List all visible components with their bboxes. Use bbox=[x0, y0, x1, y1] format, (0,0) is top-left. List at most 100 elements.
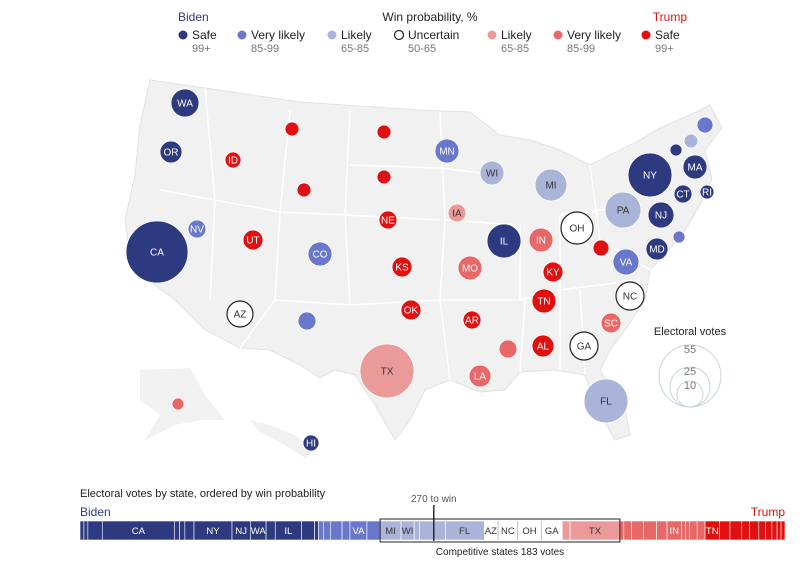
state-marker-ga[interactable]: GA bbox=[569, 331, 599, 361]
bar-segment-rect[interactable] bbox=[541, 521, 563, 540]
state-circle[interactable] bbox=[528, 227, 554, 253]
bar-segment-rect[interactable] bbox=[366, 520, 381, 541]
bar-segment-rect[interactable] bbox=[79, 520, 85, 541]
state-marker-wv[interactable] bbox=[592, 239, 610, 257]
state-marker-de[interactable] bbox=[672, 230, 686, 244]
bar-segment-rect[interactable] bbox=[741, 520, 750, 541]
bar-segment-rect[interactable] bbox=[776, 520, 782, 541]
state-marker-ky[interactable]: KY bbox=[542, 261, 564, 283]
state-marker-nj[interactable]: NJ bbox=[647, 201, 675, 229]
state-marker-ms[interactable] bbox=[498, 339, 518, 359]
bar-segment[interactable]: TN bbox=[704, 520, 720, 541]
state-circle[interactable] bbox=[498, 339, 518, 359]
state-circle[interactable] bbox=[302, 434, 320, 452]
bar-segment[interactable] bbox=[184, 520, 195, 541]
state-marker-nh[interactable] bbox=[683, 133, 699, 149]
state-circle[interactable] bbox=[479, 160, 505, 186]
bar-segment[interactable] bbox=[758, 520, 766, 541]
bar-segment-rect[interactable] bbox=[179, 520, 186, 541]
bar-segment[interactable] bbox=[696, 520, 706, 541]
bar-segment[interactable]: NJ bbox=[231, 520, 251, 541]
state-circle[interactable] bbox=[673, 184, 693, 204]
bar-segment[interactable]: AZ bbox=[483, 521, 499, 540]
bar-segment[interactable] bbox=[314, 520, 319, 541]
bar-segment-rect[interactable] bbox=[689, 520, 698, 541]
state-marker-ok[interactable]: OK bbox=[400, 299, 422, 321]
state-circle[interactable] bbox=[612, 248, 640, 276]
bar-segment[interactable]: WI bbox=[400, 520, 415, 541]
bar-segment[interactable] bbox=[561, 520, 571, 541]
state-circle[interactable] bbox=[534, 168, 568, 202]
state-marker-ar[interactable]: AR bbox=[462, 310, 482, 330]
state-marker-wy[interactable] bbox=[296, 182, 312, 198]
state-marker-ks[interactable]: KS bbox=[391, 256, 413, 278]
state-marker-la[interactable]: LA bbox=[468, 364, 492, 388]
state-circle[interactable] bbox=[376, 124, 392, 140]
state-circle[interactable] bbox=[125, 220, 189, 284]
state-marker-pa[interactable]: PA bbox=[604, 191, 642, 229]
bar-segment[interactable] bbox=[619, 520, 625, 541]
bar-segment[interactable] bbox=[179, 520, 186, 541]
state-circle[interactable] bbox=[486, 223, 522, 259]
bar-segment[interactable]: CA bbox=[101, 520, 175, 541]
bar-segment-rect[interactable] bbox=[696, 520, 706, 541]
state-marker-mo[interactable]: MO bbox=[457, 255, 483, 281]
state-circle[interactable] bbox=[376, 169, 392, 185]
state-circle[interactable] bbox=[391, 256, 413, 278]
bar-segment-rect[interactable] bbox=[719, 520, 731, 541]
state-circle[interactable] bbox=[359, 343, 415, 399]
state-marker-mi[interactable]: MI bbox=[534, 168, 568, 202]
bar-segment-rect[interactable] bbox=[83, 520, 89, 541]
bar-segment[interactable] bbox=[749, 520, 760, 541]
state-marker-mt[interactable] bbox=[284, 121, 300, 137]
bar-segment[interactable]: TX bbox=[569, 520, 621, 541]
state-circle[interactable] bbox=[226, 300, 254, 328]
state-marker-va[interactable]: VA bbox=[612, 248, 640, 276]
state-marker-al[interactable]: AL bbox=[531, 334, 555, 358]
state-circle[interactable] bbox=[224, 151, 242, 169]
bar-segment[interactable] bbox=[318, 520, 325, 541]
state-marker-ri[interactable]: RI bbox=[699, 184, 715, 200]
state-marker-vt[interactable] bbox=[669, 143, 683, 157]
bar-segment-rect[interactable] bbox=[561, 520, 571, 541]
state-circle[interactable] bbox=[592, 239, 610, 257]
bar-segment-rect[interactable] bbox=[685, 520, 690, 541]
bar-segment-rect[interactable] bbox=[623, 520, 632, 541]
bar-segment-rect[interactable] bbox=[771, 520, 778, 541]
bar-segment[interactable] bbox=[780, 520, 786, 541]
bar-segment-rect[interactable] bbox=[483, 521, 499, 540]
state-marker-ak[interactable] bbox=[171, 397, 185, 411]
state-circle[interactable] bbox=[400, 299, 422, 321]
state-circle[interactable] bbox=[159, 140, 183, 164]
bar-segment-rect[interactable] bbox=[643, 520, 657, 541]
bar-segment[interactable] bbox=[174, 520, 180, 541]
state-circle[interactable] bbox=[647, 201, 675, 229]
bar-segment-rect[interactable] bbox=[498, 521, 518, 540]
bar-segment-rect[interactable] bbox=[413, 520, 420, 541]
state-circle[interactable] bbox=[297, 311, 317, 331]
bar-segment[interactable] bbox=[366, 520, 381, 541]
state-marker-md[interactable]: MD bbox=[645, 237, 669, 261]
state-marker-il[interactable]: IL bbox=[486, 223, 522, 259]
state-circle[interactable] bbox=[187, 219, 207, 239]
bar-segment-rect[interactable] bbox=[780, 520, 786, 541]
state-circle[interactable] bbox=[170, 88, 200, 118]
bar-segment[interactable]: NC bbox=[497, 521, 518, 540]
bar-segment-rect[interactable] bbox=[758, 520, 766, 541]
bar-segment[interactable] bbox=[323, 520, 331, 541]
bar-segment-rect[interactable] bbox=[656, 520, 668, 541]
state-marker-nc[interactable]: NC bbox=[615, 281, 645, 311]
state-marker-hi[interactable]: HI bbox=[302, 434, 320, 452]
state-marker-ct[interactable]: CT bbox=[673, 184, 693, 204]
state-circle[interactable] bbox=[560, 211, 594, 245]
state-marker-tx[interactable]: TX bbox=[359, 343, 415, 399]
bar-segment[interactable]: MI bbox=[379, 520, 402, 541]
state-marker-in[interactable]: IN bbox=[528, 227, 554, 253]
state-circle[interactable] bbox=[531, 334, 555, 358]
bar-segment[interactable] bbox=[623, 520, 632, 541]
bar-segment-rect[interactable] bbox=[318, 520, 325, 541]
state-circle[interactable] bbox=[600, 312, 622, 334]
bar-segment[interactable] bbox=[689, 520, 698, 541]
bar-segment[interactable] bbox=[301, 520, 315, 541]
bar-segment[interactable]: VA bbox=[349, 520, 368, 541]
